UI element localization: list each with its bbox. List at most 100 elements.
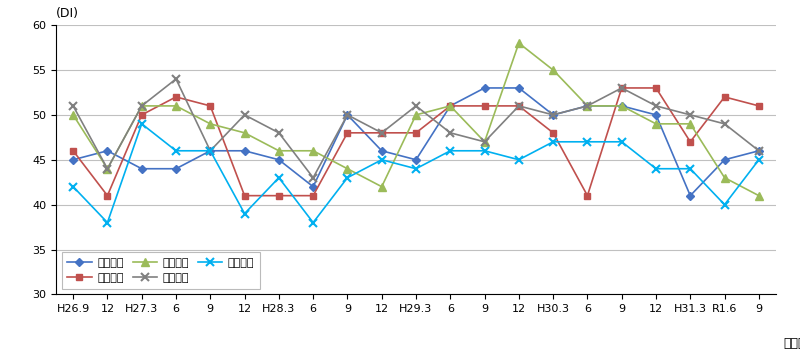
県北地域: [686, 194, 695, 198]
県央地域: [68, 149, 78, 153]
県北地域: [514, 86, 524, 90]
県央地域: [651, 86, 661, 90]
県北地域: [720, 158, 730, 162]
県南地域: [754, 149, 764, 153]
Line: 鹿行地域: 鹿行地域: [69, 39, 763, 200]
県南地域: [651, 104, 661, 108]
県西地域: [582, 140, 592, 144]
県西地域: [548, 140, 558, 144]
県南地域: [342, 113, 352, 117]
県央地域: [308, 194, 318, 198]
県南地域: [582, 104, 592, 108]
鹿行地域: [206, 122, 215, 126]
県西地域: [411, 167, 421, 171]
県西地域: [68, 185, 78, 189]
Text: （月）: （月）: [783, 337, 800, 350]
県北地域: [651, 113, 661, 117]
県南地域: [274, 131, 284, 135]
県南地域: [720, 122, 730, 126]
県西地域: [651, 167, 661, 171]
県西地域: [342, 176, 352, 180]
Line: 県北地域: 県北地域: [70, 85, 762, 199]
県央地域: [240, 194, 250, 198]
県南地域: [240, 113, 250, 117]
鹿行地域: [514, 41, 524, 45]
県北地域: [446, 104, 455, 108]
県北地域: [68, 158, 78, 162]
県西地域: [137, 122, 146, 126]
県西地域: [377, 158, 386, 162]
県北地域: [548, 113, 558, 117]
県央地域: [582, 194, 592, 198]
県央地域: [137, 113, 146, 117]
鹿行地域: [308, 149, 318, 153]
県北地域: [411, 158, 421, 162]
県北地域: [240, 149, 250, 153]
鹿行地域: [446, 104, 455, 108]
県央地域: [102, 194, 112, 198]
県北地域: [274, 158, 284, 162]
県南地域: [137, 104, 146, 108]
県北地域: [582, 104, 592, 108]
県南地域: [514, 104, 524, 108]
県西地域: [754, 158, 764, 162]
県南地域: [377, 131, 386, 135]
県西地域: [480, 149, 490, 153]
鹿行地域: [754, 194, 764, 198]
鹿行地域: [171, 104, 181, 108]
県北地域: [102, 149, 112, 153]
県北地域: [617, 104, 626, 108]
県南地域: [206, 149, 215, 153]
県央地域: [342, 131, 352, 135]
県北地域: [377, 149, 386, 153]
Line: 県南地域: 県南地域: [69, 75, 763, 182]
県西地域: [102, 220, 112, 225]
県北地域: [308, 185, 318, 189]
県北地域: [480, 86, 490, 90]
県央地域: [514, 104, 524, 108]
鹿行地域: [102, 167, 112, 171]
県北地域: [171, 167, 181, 171]
県南地域: [171, 77, 181, 81]
県北地域: [342, 113, 352, 117]
県西地域: [446, 149, 455, 153]
県南地域: [102, 167, 112, 171]
県西地域: [514, 158, 524, 162]
県央地域: [754, 104, 764, 108]
県央地域: [411, 131, 421, 135]
県西地域: [686, 167, 695, 171]
鹿行地域: [548, 68, 558, 72]
県央地域: [446, 104, 455, 108]
県西地域: [274, 176, 284, 180]
鹿行地域: [480, 140, 490, 144]
県西地域: [171, 149, 181, 153]
県西地域: [206, 149, 215, 153]
Text: (DI): (DI): [56, 7, 79, 20]
県南地域: [686, 113, 695, 117]
県西地域: [240, 211, 250, 216]
県南地域: [68, 104, 78, 108]
県央地域: [617, 86, 626, 90]
鹿行地域: [377, 185, 386, 189]
県北地域: [137, 167, 146, 171]
県央地域: [274, 194, 284, 198]
県南地域: [548, 113, 558, 117]
鹿行地域: [342, 167, 352, 171]
県南地域: [308, 176, 318, 180]
県央地域: [686, 140, 695, 144]
鹿行地域: [686, 122, 695, 126]
県西地域: [308, 220, 318, 225]
県南地域: [617, 86, 626, 90]
鹿行地域: [68, 113, 78, 117]
鹿行地域: [240, 131, 250, 135]
Line: 県西地域: 県西地域: [69, 120, 763, 227]
県北地域: [206, 149, 215, 153]
鹿行地域: [137, 104, 146, 108]
県央地域: [480, 104, 490, 108]
県央地域: [171, 95, 181, 99]
県南地域: [480, 140, 490, 144]
県央地域: [548, 131, 558, 135]
県央地域: [377, 131, 386, 135]
Legend: 県北地域, 県央地域, 鹿行地域, 県南地域, 県西地域: 県北地域, 県央地域, 鹿行地域, 県南地域, 県西地域: [62, 252, 260, 289]
県央地域: [206, 104, 215, 108]
